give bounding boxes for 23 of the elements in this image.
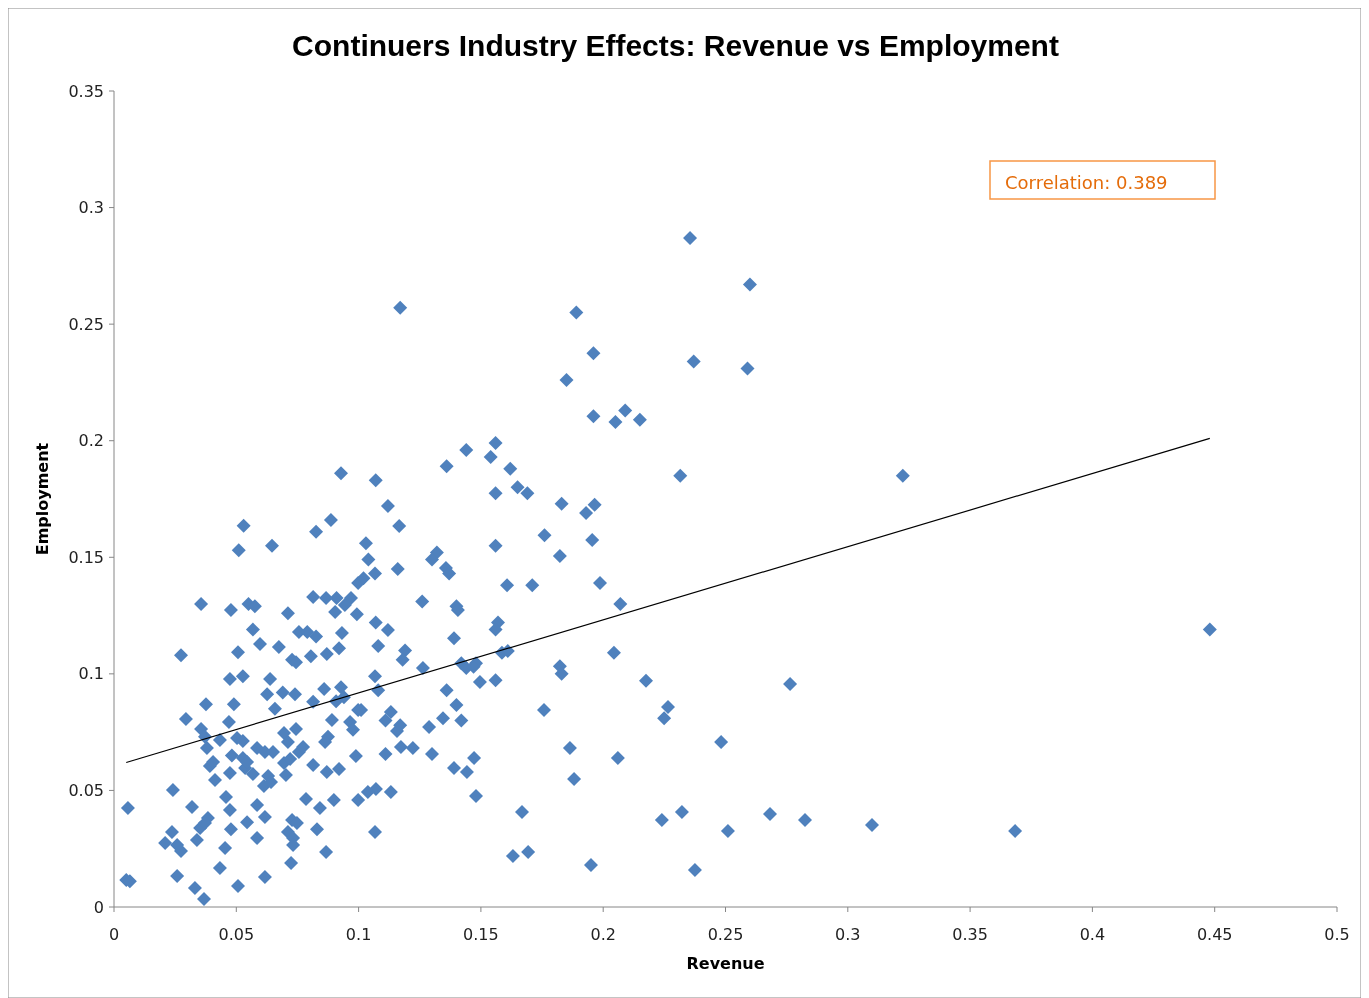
x-tick-label: 0.1 — [345, 925, 372, 944]
x-tick-label: 0.3 — [835, 925, 861, 944]
y-axis-title: Employment — [33, 442, 52, 556]
x-tick-label: 0.45 — [1196, 925, 1233, 944]
annotation: Correlation: 0.389 — [1005, 172, 1168, 193]
chart-title: Continuers Industry Effects: Revenue vs Employment — [292, 29, 1059, 62]
x-tick-label: 0.25 — [707, 925, 744, 944]
x-tick-label: 0.15 — [463, 925, 499, 944]
y-tick-label: 0.15 — [68, 547, 104, 567]
y-tick-label: 0.1 — [78, 664, 104, 684]
x-tick-label: 0.5 — [1324, 925, 1350, 944]
x-tick-label: 0.05 — [218, 925, 255, 944]
y-tick-label: 0 — [93, 897, 104, 917]
x-tick-label: 0.35 — [952, 925, 988, 944]
x-axis-title: Revenue — [686, 954, 765, 973]
x-tick-label: 0.4 — [1079, 925, 1106, 944]
y-tick-label: 0.3 — [78, 198, 104, 218]
x-tick-label: 0.2 — [590, 925, 616, 944]
x-tick-label: 0 — [108, 925, 120, 944]
y-tick-label: 0.2 — [78, 431, 104, 451]
y-tick-label: 0.05 — [68, 781, 104, 801]
y-tick-label: 0.35 — [68, 81, 104, 101]
y-tick-label: 0.25 — [68, 314, 104, 334]
